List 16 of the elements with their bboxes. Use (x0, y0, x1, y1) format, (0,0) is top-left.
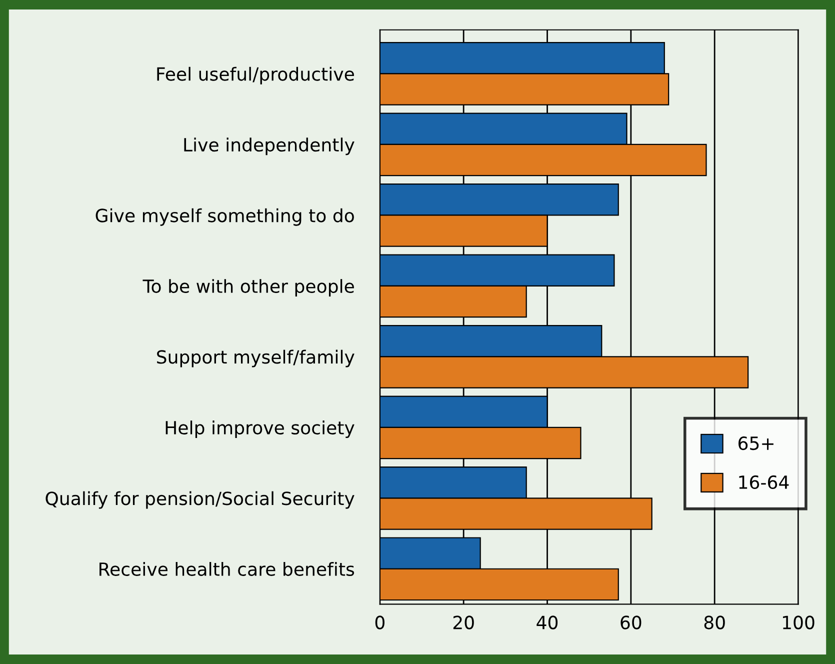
y-tick-label: Give myself something to do (96, 208, 354, 226)
y-tick-label: To be with other people (142, 279, 354, 297)
x-tick-label: 60 (620, 616, 642, 630)
x-tick-label: 0 (375, 616, 384, 630)
y-tick-label: Help improve society (166, 420, 354, 438)
y-tick-label: Feel useful/productive (157, 66, 354, 84)
legend-label: 65+ (738, 436, 774, 450)
y-tick-label: Live independently (184, 138, 354, 156)
x-tick-label: 20 (453, 616, 474, 630)
x-tick-label: 40 (536, 616, 558, 630)
legend-label: 16-64 (739, 475, 789, 490)
y-tick-label: Support myself/family (157, 350, 354, 368)
y-tick-label: Receive health care benefits (100, 562, 354, 576)
y-tick-label: Qualify for pension/Social Security (46, 491, 354, 509)
x-tick-label: 100 (783, 616, 814, 630)
x-tick-label: 80 (704, 616, 725, 630)
